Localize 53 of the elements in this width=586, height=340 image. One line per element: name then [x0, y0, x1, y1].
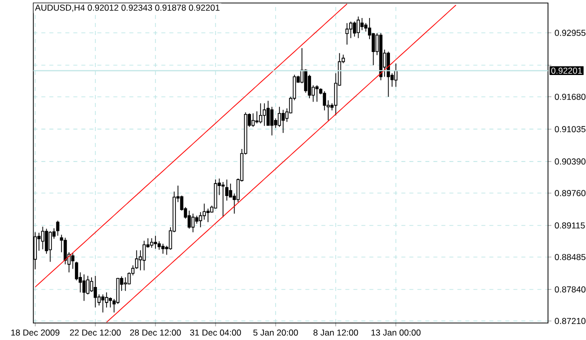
candlestick [315, 84, 319, 102]
candlestick [150, 238, 154, 248]
candlestick [252, 112, 255, 128]
candlestick [188, 210, 191, 230]
candlestick [262, 102, 266, 126]
candlestick [71, 252, 74, 270]
candlestick [282, 109, 285, 134]
y-tick-label: 0.88485 [554, 254, 586, 260]
candlestick [82, 274, 86, 302]
y-tick-label: 0.92955 [554, 30, 586, 36]
candlestick [270, 106, 274, 136]
candlestick [266, 100, 270, 126]
x-tick-label: 22 Dec 12:00 [70, 329, 121, 336]
chart-title: AUDUSD,H4 0.92012 0.92343 0.91878 0.92201 [34, 4, 220, 12]
candlestick [104, 292, 108, 308]
candlestick [386, 51, 390, 98]
candlestick [356, 16, 360, 39]
candlestick [74, 261, 78, 281]
x-tick-label: 31 Dec 04:00 [190, 329, 241, 336]
candlestick [198, 212, 202, 228]
candlestick [322, 90, 326, 111]
x-tick-label: 5 Jan 20:00 [253, 329, 298, 336]
x-tick-label: 18 Dec 2009 [11, 329, 60, 336]
candlestick [44, 228, 48, 254]
candlestick [161, 243, 165, 254]
candlestick [352, 21, 356, 38]
candlestick [41, 226, 44, 250]
candlestick [56, 220, 60, 236]
candlestick [259, 102, 262, 124]
candlestick [345, 22, 349, 46]
y-tick-label: 0.87840 [554, 286, 586, 292]
candlestick [221, 182, 225, 218]
ref-line-label: 0.92201 [551, 68, 582, 74]
x-tick-label: 28 Dec 12:00 [130, 329, 181, 336]
y-tick-label: 0.91035 [554, 126, 586, 132]
y-tick-label: 0.87210 [554, 318, 586, 324]
candlestick [360, 18, 364, 30]
candlestick [124, 276, 127, 292]
candlestick [94, 275, 97, 308]
candlestick [142, 240, 146, 271]
candlestick [48, 230, 52, 262]
candlestick [191, 213, 195, 233]
candlestick [308, 74, 312, 99]
candlestick [278, 106, 281, 128]
y-tick-label: 0.91680 [554, 94, 586, 100]
x-tick-label: 8 Jan 12:00 [313, 329, 358, 336]
x-tick-label: 13 Jan 00:00 [371, 329, 421, 336]
y-tick-label: 0.89115 [554, 222, 585, 229]
y-tick-label: 0.89760 [554, 190, 586, 196]
y-tick-label: 0.90390 [554, 158, 586, 165]
candlestick [228, 183, 232, 198]
candlestick [255, 110, 258, 124]
candlestick [101, 294, 104, 313]
